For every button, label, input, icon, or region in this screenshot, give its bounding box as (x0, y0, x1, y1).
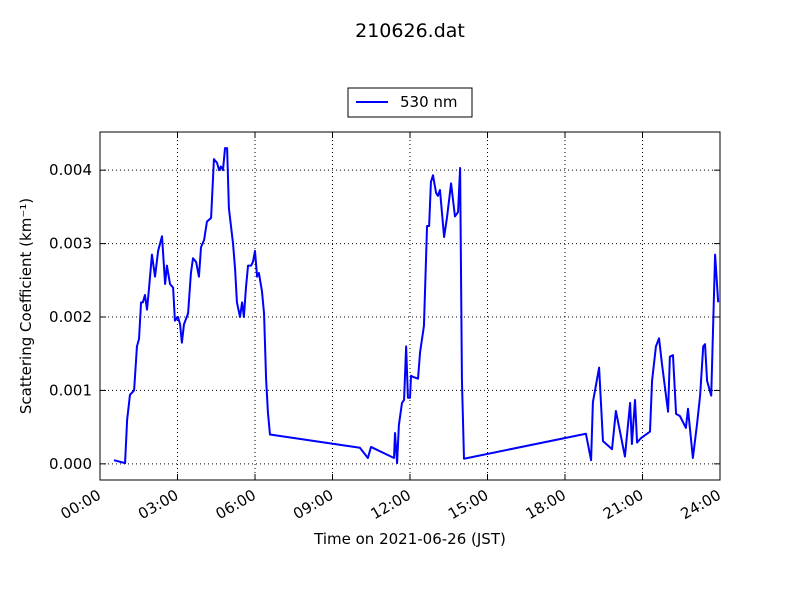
plot-frame (99, 131, 721, 481)
y-tick-label: 0.003 (49, 235, 92, 253)
y-tick-label: 0.002 (49, 308, 92, 326)
y-tick-label: 0.001 (49, 381, 92, 399)
y-tick-label: 0.000 (49, 455, 92, 473)
y-tick-label: 0.004 (49, 161, 92, 179)
y-axis-label: Scattering Coefficient (km⁻¹) (17, 198, 35, 414)
data-line (113, 147, 720, 465)
legend-label: 530 nm (400, 93, 458, 111)
x-axis-label: Time on 2021-06-26 (JST) (313, 530, 506, 548)
chart-title: 210626.dat (355, 20, 465, 42)
